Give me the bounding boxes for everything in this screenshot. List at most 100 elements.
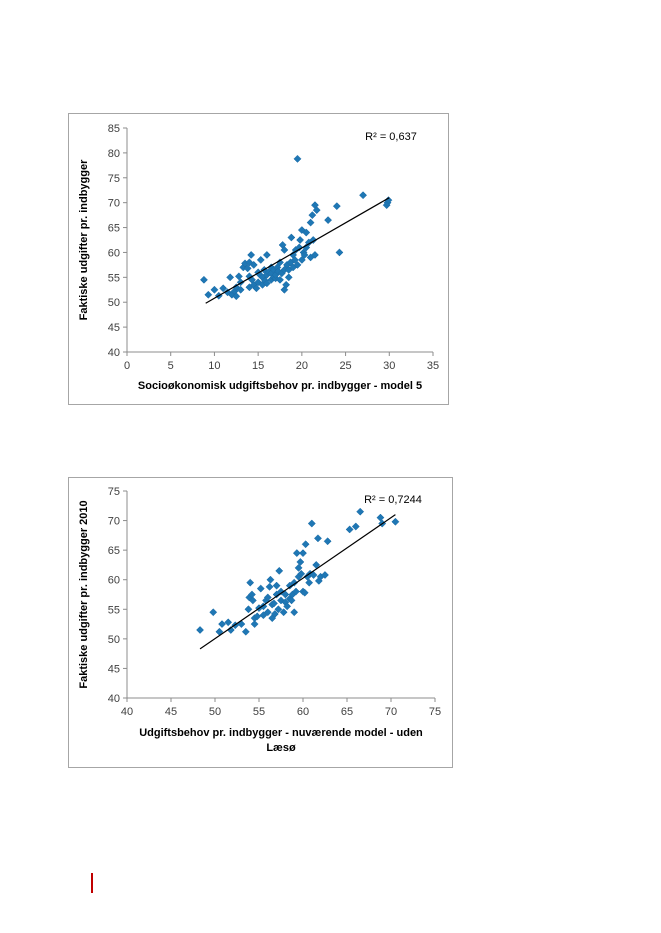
y-tick-label: 60 [108,575,120,587]
data-point [290,608,299,617]
x-axis-label: Udgiftsbehov pr. indbygger - nuværende m… [139,727,423,754]
y-tick-label: 55 [108,272,120,284]
data-point [296,236,305,244]
x-tick-label: 15 [252,360,264,372]
data-point [263,593,272,602]
data-point [234,272,243,281]
y-tick-label: 80 [108,148,120,160]
data-point [204,290,213,299]
data-point [256,255,265,264]
data-point [219,284,228,293]
data-point [307,519,316,528]
data-point [276,275,284,284]
data-point [262,279,271,288]
data-point [335,248,344,257]
data-point [391,517,400,526]
data-point [284,273,293,282]
data-point [256,584,265,593]
data-point [249,260,258,269]
data-point [270,599,278,608]
data-point [314,534,322,543]
data-point [209,608,218,617]
x-tick-label: 5 [168,360,174,372]
chart-canvas-1: 40 45 50 55 60 65 70 75 80 85 0 5 10 15 20 25 30 35 R² = 0… [78,123,439,392]
x-tick-label: 45 [165,706,177,718]
data-point [359,191,368,200]
data-point [274,605,283,614]
data-point [376,513,385,522]
y-tick-label: 40 [108,693,120,705]
x-tick-label: 50 [209,706,221,718]
y-tick-label: 55 [108,604,120,616]
data-point [290,578,299,587]
r-squared-label: R² = 0,7244 [364,494,422,506]
data-point [280,246,289,254]
data-point [287,233,296,242]
x-tick-label: 40 [121,706,133,718]
data-point [236,285,245,294]
data-point [297,569,306,578]
trendline [199,514,396,650]
scatter-chart-current-model: 40 45 50 55 60 65 70 75 40 45 50 55 60 65 70 75 R² = 0,7… [68,477,453,768]
data-point [292,587,300,596]
data-point [345,525,354,534]
data-point [287,596,296,605]
data-point [290,255,299,264]
data-point [210,285,219,294]
data-point [275,566,284,575]
y-tick-label: 50 [108,634,120,646]
data-point [308,211,317,220]
data-point [246,578,255,587]
chart-canvas-2: 40 45 50 55 60 65 70 75 40 45 50 55 60 65 70 75 R² = 0,7… [78,486,441,754]
data-point [263,608,272,617]
data-point [323,537,332,546]
data-point [247,250,256,259]
data-point [196,626,204,634]
y-axis-label: Faktiske udgifter pr. indbygger 2010 [78,500,90,688]
data-point [266,575,275,584]
data-point [311,250,319,259]
data-point [300,588,309,597]
data-point [294,563,303,572]
data-point [295,243,304,252]
data-point [281,590,290,599]
x-tick-label: 25 [339,360,351,372]
y-tick-label: 45 [108,322,120,334]
y-tick-label: 65 [108,545,120,557]
data-point [218,620,226,629]
data-point [244,605,253,614]
scatter-chart-model-5: 40 45 50 55 60 65 70 75 80 85 0 5 10 15 20 25 30 35 R² = 0… [68,113,449,405]
x-tick-label: 30 [383,360,395,372]
data-point [272,581,281,590]
data-point [248,596,257,605]
y-tick-label: 50 [108,297,120,309]
data-point [332,202,341,211]
data-point [226,273,235,282]
data-point [252,284,261,293]
data-point [250,620,259,629]
y-tick-label: 60 [108,247,120,259]
x-tick-label: 70 [385,706,397,718]
y-tick-label: 40 [108,347,120,359]
data-point [224,618,233,627]
data-point [199,275,208,284]
data-point [309,571,318,579]
data-point [324,216,333,225]
x-tick-label: 10 [208,360,220,372]
x-tick-label: 65 [341,706,353,718]
r-squared-label: R² = 0,637 [365,131,417,143]
y-tick-label: 75 [108,486,120,498]
data-point [296,558,305,566]
data-point [241,627,250,636]
data-point [270,610,279,618]
data-point [279,608,288,617]
y-tick-label: 65 [108,223,120,235]
data-point [283,602,292,611]
data-point [299,549,307,558]
y-tick-label: 70 [108,516,120,528]
trendline [205,197,390,304]
x-tick-label: 60 [297,706,309,718]
data-point [262,250,271,259]
x-tick-label: 35 [427,360,439,372]
x-tick-label: 75 [429,706,441,718]
